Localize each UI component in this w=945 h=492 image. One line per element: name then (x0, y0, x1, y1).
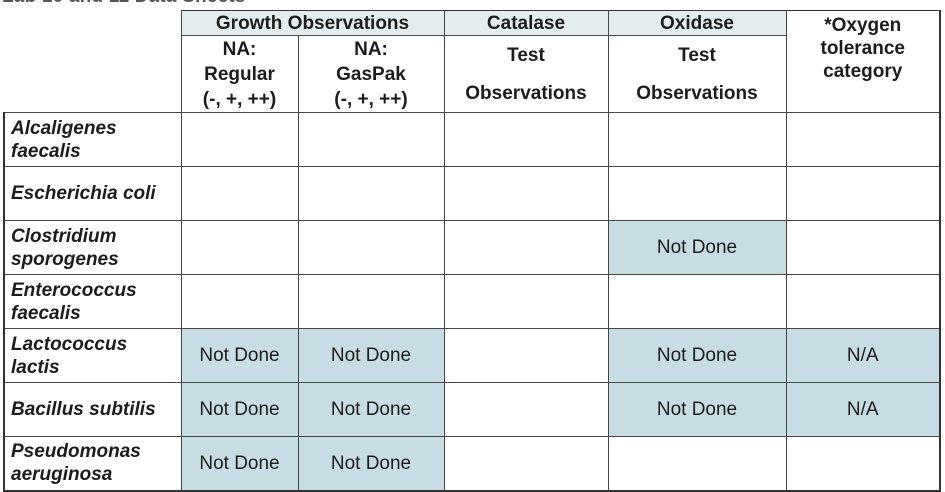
sub-header-line: (-, +, ++) (334, 88, 408, 110)
data-cell (180, 220, 299, 275)
corner-cell (4, 10, 181, 113)
table-row: Alcaligenes faecalis (3, 112, 941, 167)
data-cell: Not Done (297, 328, 445, 383)
data-cell: Not Done (180, 382, 299, 437)
organism-cell: Escherichia coli (3, 166, 182, 221)
data-cell: N/A (785, 382, 941, 437)
sub-header-line: NA: (354, 38, 388, 60)
lab-data-table: Growth Observations Catalase Oxidase *Ox… (3, 10, 941, 492)
data-cell (607, 112, 787, 167)
table-row: Enterococcus faecalis (3, 274, 941, 329)
group-header-oxygen-tolerance: *Oxygen tolerance category (785, 10, 941, 113)
data-cell (785, 274, 941, 329)
sub-header-line: Regular (204, 63, 275, 85)
table-row: Lactococcus lactis Not Done Not Done Not… (3, 328, 941, 383)
organism-cell: Clostridium sporogenes (3, 220, 182, 275)
sub-header-line: GasPak (336, 63, 406, 85)
data-cell: Not Done (297, 382, 445, 437)
data-cell (785, 220, 941, 275)
group-header-catalase: Catalase (443, 10, 609, 36)
organism-cell: Lactococcus lactis (3, 328, 182, 383)
data-cell (443, 328, 609, 383)
sub-header-line: (-, +, ++) (202, 88, 277, 110)
data-cell (180, 274, 299, 329)
data-cell (297, 166, 445, 221)
data-cell (443, 382, 609, 437)
group-header-oxidase: Oxidase (607, 10, 787, 36)
data-cell (297, 112, 445, 167)
group-header-growth-observations: Growth Observations (180, 10, 445, 36)
sub-header-na-gaspak: NA: GasPak (-, +, ++) (297, 35, 445, 113)
organism-cell: Enterococcus faecalis (3, 274, 182, 329)
table-row: Clostridium sporogenes Not Done (3, 220, 941, 275)
table-row: Escherichia coli (3, 166, 941, 221)
data-cell: Not Done (297, 436, 445, 492)
sub-header-catalase-observations: Test Observations (443, 35, 609, 113)
sub-header-line: Observations (465, 82, 587, 104)
organism-cell: Pseudomonas aeruginosa (3, 436, 182, 492)
data-cell (607, 274, 787, 329)
data-cell (297, 220, 445, 275)
data-cell: Not Done (607, 382, 787, 437)
data-cell (297, 274, 445, 329)
data-cell (443, 274, 609, 329)
data-cell (180, 166, 299, 221)
data-cell (607, 166, 787, 221)
data-cell (443, 112, 609, 167)
data-cell: Not Done (607, 328, 787, 383)
data-cell (607, 436, 787, 492)
data-cell (443, 166, 609, 221)
data-cell: Not Done (607, 220, 787, 275)
group-header-row: Growth Observations Catalase Oxidase *Ox… (4, 10, 941, 113)
sub-header-line: Test (507, 44, 545, 66)
data-cell (443, 220, 609, 275)
data-cell (785, 436, 941, 492)
sub-header-na-regular: NA: Regular (-, +, ++) (180, 35, 299, 113)
organism-cell: Alcaligenes faecalis (3, 112, 182, 167)
sub-header-line: NA: (222, 38, 257, 60)
data-cell: N/A (785, 328, 941, 383)
organism-cell: Bacillus subtilis (3, 382, 182, 437)
sub-header-line: Test (678, 44, 716, 66)
sub-header-line: Observations (636, 82, 758, 104)
data-cell: Not Done (180, 436, 299, 492)
sub-header-row: NA: Regular (-, +, ++) NA: GasPak (-, +,… (4, 35, 940, 113)
data-cell (785, 166, 941, 221)
page-title: Lab 10 and 11 Data Sheets (2, 0, 422, 8)
table-row: Pseudomonas aeruginosa Not Done Not Done (3, 436, 941, 492)
table-row: Bacillus subtilis Not Done Not Done Not … (3, 382, 941, 437)
data-cell (180, 112, 299, 167)
data-cell (785, 112, 941, 167)
data-cell: Not Done (180, 328, 299, 383)
data-cell (443, 436, 609, 492)
sub-header-oxidase-observations: Test Observations (607, 35, 787, 113)
